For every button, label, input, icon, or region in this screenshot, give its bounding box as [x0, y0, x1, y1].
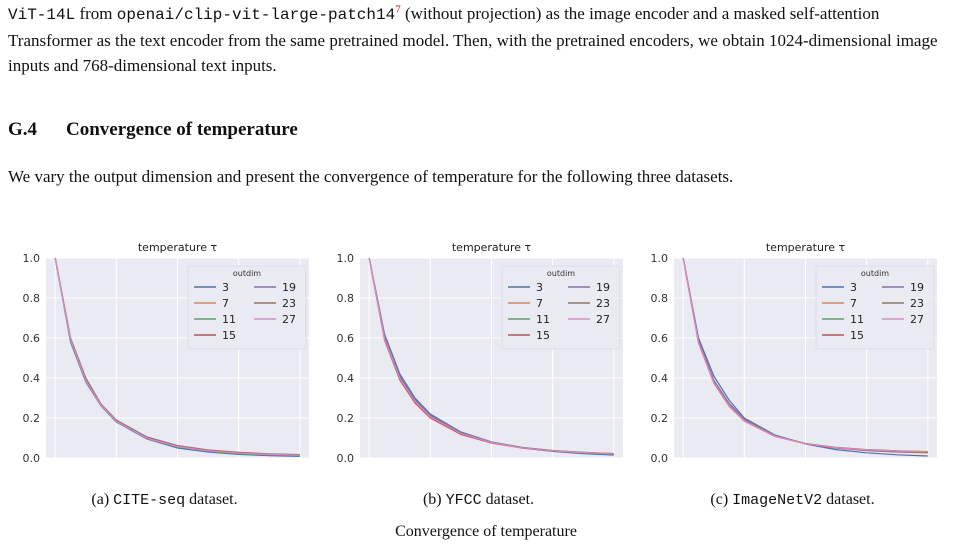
- caption-c-suffix: dataset.: [822, 491, 875, 508]
- figure-yfcc: temperature τ 0.0 0.2 0.4 0.6 0.8 1.0 0 200 400 60…: [322, 238, 635, 464]
- series-line-27: [54, 257, 300, 456]
- caption-c: (c) ImageNetV2 dataset.: [636, 491, 949, 509]
- section-title: Convergence of temperature: [66, 119, 298, 140]
- caption-b-prefix: (b): [422, 491, 446, 508]
- figure-imagenetv2: temperature τ 0.0 0.2 0.4 0.6 0.8 1.0 0 200 400 60…: [636, 238, 949, 464]
- chart-title: temperature τ: [766, 241, 846, 254]
- legend-label-7: 7: [222, 297, 229, 310]
- caption-c-prefix: (c): [710, 491, 733, 508]
- legend-label-11: 11: [222, 313, 236, 326]
- legend-box: [187, 265, 307, 350]
- y-tick-label: 0.6: [651, 332, 669, 345]
- legend-title: outdim: [861, 269, 889, 278]
- caption-b-suffix: dataset.: [481, 491, 535, 508]
- legend: outdim 3 7 11 15 19 23 27: [815, 265, 935, 350]
- section-number: G.4: [8, 119, 38, 140]
- series-line-27: [368, 257, 614, 455]
- y-tick-label: 1.0: [23, 252, 41, 265]
- x-tick-label: 800: [289, 462, 310, 464]
- x-tick-label: 0: [366, 462, 373, 464]
- caption-b-code: YFCC: [445, 492, 482, 509]
- legend: outdim 3 7 11 15 19 23 27: [187, 265, 307, 350]
- chart-yfcc: temperature τ 0.0 0.2 0.4 0.6 0.8 1.0 0 200 400 60…: [337, 241, 625, 464]
- legend-label-3: 3: [222, 281, 229, 294]
- y-tick-label: 1.0: [651, 252, 669, 265]
- y-tick-label: 0.4: [23, 372, 41, 385]
- legend-label-3: 3: [536, 281, 543, 294]
- y-tick-label: 0.4: [337, 372, 355, 385]
- legend-label-23: 23: [282, 297, 296, 310]
- legend-label-7: 7: [850, 297, 857, 310]
- x-tick-label: 400: [481, 462, 502, 464]
- x-tick-label: 200: [420, 462, 441, 464]
- intro-paragraph: ViT-14L from openai/clip-vit-large-patch…: [8, 1, 964, 78]
- y-tick-label: 0.0: [337, 452, 355, 464]
- legend-label-15: 15: [536, 329, 550, 342]
- legend-label-19: 19: [282, 281, 296, 294]
- legend-label-27: 27: [910, 313, 924, 326]
- section-paragraph: We vary the output dimension and present…: [8, 167, 734, 186]
- y-tick-label: 0.6: [337, 332, 355, 345]
- legend-label-23: 23: [910, 297, 924, 310]
- legend-label-3: 3: [850, 281, 857, 294]
- legend-label-23: 23: [596, 297, 610, 310]
- caption-a-code: CITE-seq: [113, 492, 186, 509]
- x-tick-label: 200: [734, 462, 755, 464]
- y-tick-label: 1.0: [337, 252, 355, 265]
- legend-label-19: 19: [910, 281, 924, 294]
- x-tick-label: 400: [795, 462, 816, 464]
- y-tick-label: 0.0: [651, 452, 669, 464]
- footnote-marker[interactable]: 7: [395, 3, 401, 16]
- legend-title: outdim: [233, 269, 261, 278]
- x-tick-label: 400: [167, 462, 188, 464]
- chart-title: temperature τ: [138, 241, 218, 254]
- legend-label-15: 15: [850, 329, 864, 342]
- legend-label-15: 15: [222, 329, 236, 342]
- series-line-27: [682, 257, 928, 453]
- caption-b: (b) YFCC dataset.: [322, 491, 635, 509]
- chart-cite-seq: temperature τ 0.0 0.2 0.4 0.6 0.8 1.0 0 200 400 60…: [23, 241, 311, 464]
- legend-label-27: 27: [282, 313, 296, 326]
- x-tick-label: 800: [917, 462, 938, 464]
- x-tick-label: 600: [228, 462, 249, 464]
- legend-label-27: 27: [596, 313, 610, 326]
- figure-cite-seq: temperature τ 0.0 0.2 0.4 0.6 0.8 1.0 0 200 400 60…: [8, 238, 321, 464]
- x-tick-label: 0: [52, 462, 59, 464]
- chart-imagenetv2: temperature τ 0.0 0.2 0.4 0.6 0.8 1.0 0 200 400 60…: [651, 241, 939, 464]
- caption-a-prefix: (a): [91, 491, 114, 508]
- y-tick-label: 0.6: [23, 332, 41, 345]
- x-tick-label: 600: [542, 462, 563, 464]
- y-tick-label: 0.8: [337, 292, 355, 305]
- y-tick-label: 0.8: [651, 292, 669, 305]
- x-tick-label: 200: [106, 462, 127, 464]
- legend-label-11: 11: [850, 313, 864, 326]
- caption-a: (a) CITE-seq dataset.: [8, 491, 321, 509]
- legend-label-7: 7: [536, 297, 543, 310]
- legend-label-11: 11: [536, 313, 550, 326]
- section-heading: G.4 Convergence of temperature: [8, 119, 298, 141]
- y-tick-label: 0.4: [651, 372, 669, 385]
- intro-text-1: from: [75, 4, 117, 23]
- legend-box: [815, 265, 935, 350]
- caption-a-suffix: dataset.: [185, 491, 238, 508]
- intro-text-2: (without projection) as the image encode…: [8, 4, 938, 75]
- legend-title: outdim: [547, 269, 575, 278]
- model-path-code: openai/clip-vit-large-patch14: [116, 6, 396, 24]
- legend-box: [501, 265, 621, 350]
- x-tick-label: 800: [603, 462, 624, 464]
- x-tick-label: 600: [856, 462, 877, 464]
- y-tick-label: 0.8: [23, 292, 41, 305]
- model-name-code: ViT-14L: [8, 6, 76, 24]
- x-tick-label: 0: [680, 462, 687, 464]
- y-tick-label: 0.2: [337, 412, 355, 425]
- y-tick-label: 0.2: [23, 412, 41, 425]
- legend-label-19: 19: [596, 281, 610, 294]
- y-tick-label: 0.0: [23, 452, 41, 464]
- legend: outdim 3 7 11 15 19 23 27: [501, 265, 621, 350]
- y-tick-label: 0.2: [651, 412, 669, 425]
- caption-c-code: ImageNetV2: [732, 492, 823, 509]
- chart-title: temperature τ: [452, 241, 532, 254]
- figure-caption-partial: Convergence of temperature: [395, 523, 577, 540]
